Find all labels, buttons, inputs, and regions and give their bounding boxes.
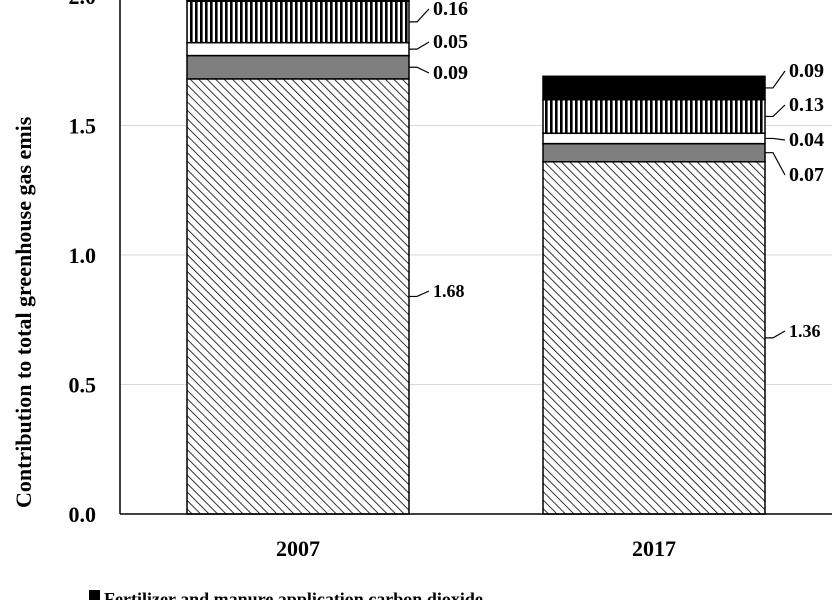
leader-line bbox=[765, 104, 786, 118]
bar-segment bbox=[542, 75, 766, 101]
data-label: 0.13 bbox=[789, 94, 824, 116]
y-tick-label: 0.0 bbox=[69, 502, 97, 527]
bar-segment bbox=[542, 132, 766, 145]
x-tick-label: 2007 bbox=[276, 536, 320, 561]
bar-segment bbox=[542, 142, 766, 163]
y-tick-label: 1.5 bbox=[69, 114, 97, 139]
leader-line bbox=[765, 137, 786, 141]
data-label: 1.68 bbox=[433, 281, 465, 301]
leader-line bbox=[409, 290, 430, 298]
data-labels: 1.68 0.09 0.05 0.16 1.36 0.07 0.04 0.13 0.09 bbox=[409, 0, 824, 341]
bar-segment bbox=[542, 161, 766, 515]
y-tick-label: 2.0 bbox=[69, 0, 97, 9]
leader-line bbox=[765, 70, 786, 89]
leader-line bbox=[765, 152, 786, 176]
bar-segment bbox=[186, 54, 410, 80]
x-tick-label: 2017 bbox=[632, 536, 676, 561]
bars bbox=[186, 0, 766, 515]
y-axis-label: Contribution to total greenhouse gas emi… bbox=[11, 116, 36, 508]
bar-segment bbox=[186, 78, 410, 515]
legend: Fertilizer and manure application carbon… bbox=[89, 589, 483, 600]
data-label: 0.16 bbox=[433, 0, 468, 20]
leader-line bbox=[409, 8, 430, 23]
data-label: 0.09 bbox=[789, 60, 824, 82]
legend-swatch bbox=[89, 590, 100, 600]
data-label: 0.07 bbox=[789, 164, 824, 186]
data-label: 0.04 bbox=[789, 129, 824, 151]
axes: 0.0 0.5 1.0 1.5 2.0 2007 2017 Contribution to t… bbox=[11, 0, 832, 561]
data-label: 0.05 bbox=[433, 31, 468, 53]
leader-line bbox=[409, 66, 430, 74]
bar-segment bbox=[186, 41, 410, 57]
bar-segment bbox=[186, 0, 410, 44]
bar-segment bbox=[542, 98, 766, 135]
legend-entry: Fertilizer and manure application carbon… bbox=[104, 589, 483, 600]
bar-segment bbox=[186, 0, 410, 2]
data-label: 0.09 bbox=[433, 62, 468, 84]
data-label: 1.36 bbox=[789, 321, 821, 341]
leader-line bbox=[765, 330, 786, 339]
y-tick-label: 0.5 bbox=[69, 373, 97, 398]
y-tick-label: 1.0 bbox=[69, 243, 97, 268]
leader-line bbox=[409, 41, 430, 50]
